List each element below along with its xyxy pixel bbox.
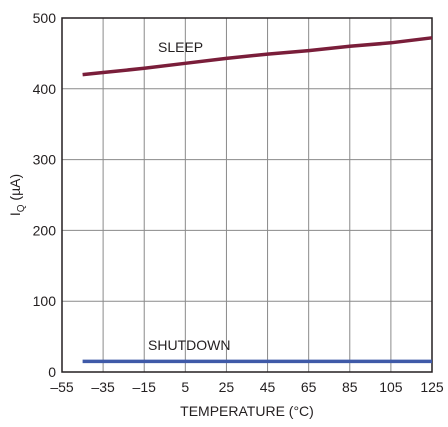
x-axis-label: TEMPERATURE (°C) [180,403,314,419]
series-group [82,36,433,364]
x-tick-label: 125 [420,379,444,395]
x-tick-label: –35 [91,379,115,395]
x-tick-label: 5 [181,379,189,395]
x-tick-label: 25 [219,379,235,395]
y-tick-label: 0 [48,364,56,380]
x-tick-label: 105 [379,379,403,395]
y-tick-label: 400 [33,81,57,97]
y-tick-label: 100 [33,293,57,309]
series-line-sleep [82,36,433,77]
y-axis-label-subscript: Q [16,204,27,212]
series-label-sleep: SLEEP [158,39,203,55]
x-tick-label: 45 [260,379,276,395]
x-tick-label: –15 [133,379,157,395]
series-label-shutdown: SHUTDOWN [148,337,230,353]
plot-frame [61,17,433,373]
y-axis-label-unit: (µA) [7,174,23,205]
x-tick-label: 65 [301,379,317,395]
y-tick-label: 300 [33,152,57,168]
y-tick-label: 500 [33,10,57,26]
y-tick-label: 200 [33,222,57,238]
y-axis-label: IQ (µA) [7,174,27,216]
x-tick-label: –55 [50,379,74,395]
y-tick-labels: 0 100 200 300 400 500 [33,10,57,380]
x-tick-labels: –55 –35 –15 5 25 45 65 85 105 125 [50,379,444,395]
x-tick-label: 85 [342,379,358,395]
y-axis-label-main: I [7,212,23,216]
